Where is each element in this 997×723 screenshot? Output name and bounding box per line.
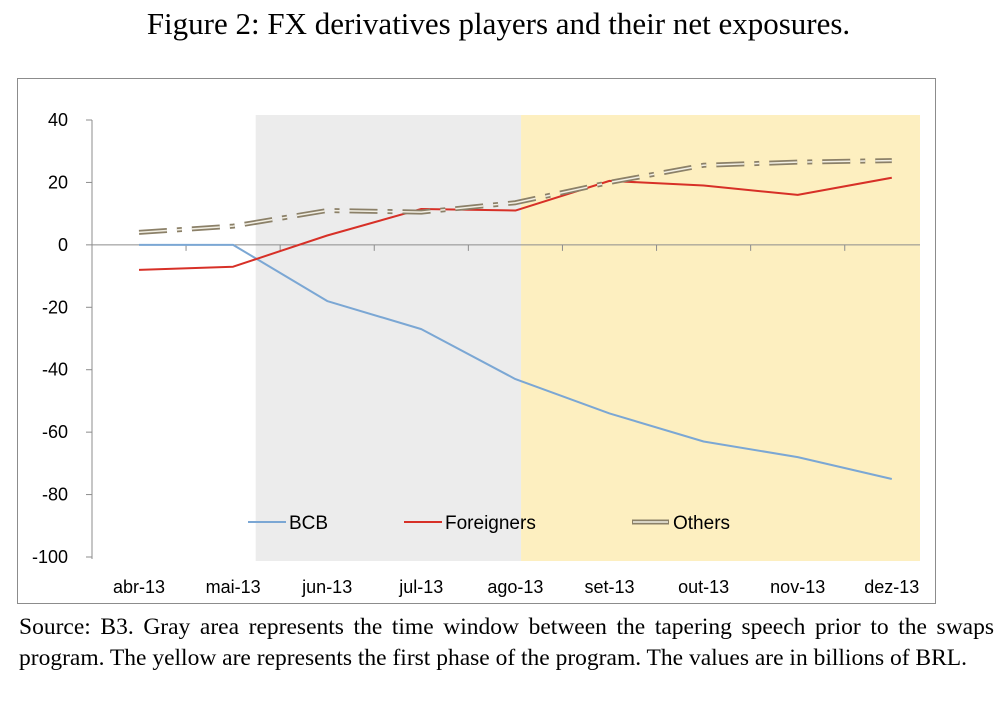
y-tick-label--100: -100 xyxy=(32,547,68,567)
legend-label-foreigners: Foreigners xyxy=(445,513,536,534)
axes: 40 20 0 -20 -40 -60 -80 -100 abr-13 mai-13 jun-13 j… xyxy=(32,110,920,597)
legend: BCB Foreigners Others xyxy=(248,513,730,534)
y-tick-label--60: -60 xyxy=(42,422,68,442)
y-tick-label-20: 20 xyxy=(48,172,68,192)
shaded-regions xyxy=(255,115,920,561)
x-tick-label-nov-13: nov-13 xyxy=(770,577,825,597)
legend-label-others: Others xyxy=(673,513,730,534)
shaded-region-1 xyxy=(255,115,522,561)
x-tick-label-dez-13: dez-13 xyxy=(864,577,919,597)
x-tick-label-ago-13: ago-13 xyxy=(487,577,543,597)
x-tick-label-mai-13: mai-13 xyxy=(206,577,261,597)
y-tick-label--40: -40 xyxy=(42,360,68,380)
x-tick-label-out-13: out-13 xyxy=(678,577,729,597)
line-chart: 40 20 0 -20 -40 -60 -80 -100 abr-13 mai-13 jun-13 j… xyxy=(32,110,920,597)
figure-title: Figure 2: FX derivatives players and the… xyxy=(146,6,851,41)
figure-caption: Source: B3. Gray area represents the tim… xyxy=(19,614,994,671)
series-lines xyxy=(138,158,893,480)
y-tick-label-0: 0 xyxy=(58,235,68,255)
y-tick-label--20: -20 xyxy=(42,297,68,317)
y-tick-label--80: -80 xyxy=(42,485,68,505)
series-line-others-inner xyxy=(138,159,892,234)
series-line-foreigners xyxy=(138,176,892,271)
y-tick-label-40: 40 xyxy=(48,110,68,130)
x-tick-label-jul-13: jul-13 xyxy=(398,577,443,597)
x-tick-label-set-13: set-13 xyxy=(584,577,634,597)
shaded-region-2 xyxy=(521,115,920,561)
x-tick-label-abr-13: abr-13 xyxy=(113,577,165,597)
legend-label-bcb: BCB xyxy=(289,513,328,534)
series-line-bcb xyxy=(139,243,893,480)
x-tick-label-jun-13: jun-13 xyxy=(301,577,352,597)
